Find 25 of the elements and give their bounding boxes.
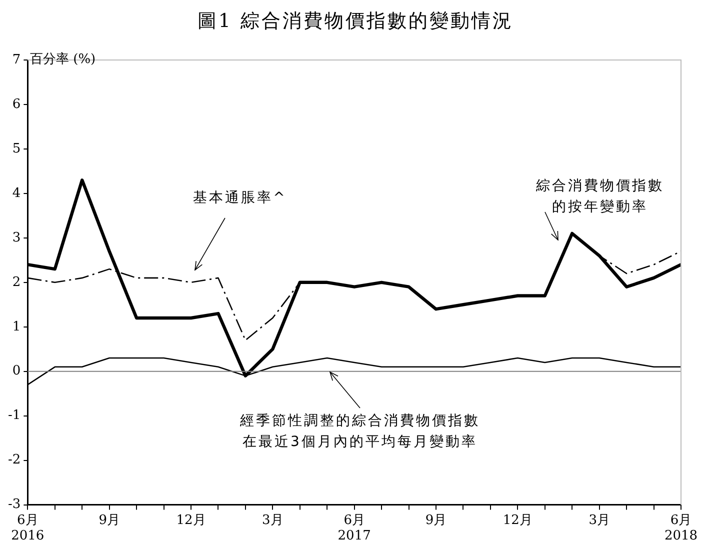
y-tick-label: 3: [12, 230, 21, 246]
x-tick-label: 9月: [425, 512, 447, 528]
x-tick-label: 12月: [502, 512, 532, 528]
x-tick-label: 12月: [176, 512, 206, 528]
chart-title: 圖1 綜合消費物價指數的變動情況: [196, 9, 515, 34]
x-tick-label: 6月 2016: [11, 512, 44, 544]
y-tick-label: 2: [12, 274, 21, 290]
y-tick-label: 1: [12, 319, 21, 334]
x-tick-label: 6月 2018: [664, 512, 698, 544]
y-tick-label: -2: [8, 452, 21, 468]
y-tick-label: -1: [8, 408, 21, 424]
y-tick-label: 4: [12, 186, 21, 201]
x-tick-label: 3月: [262, 512, 284, 528]
y-tick-label: 7: [12, 52, 21, 68]
y-tick-label: -3: [8, 497, 21, 512]
y-axis-title: 百分率 (%): [30, 51, 96, 68]
x-tick-label: 6月 2017: [338, 512, 371, 544]
y-tick-label: 6: [12, 96, 21, 112]
x-tick-label: 3月: [588, 512, 610, 528]
text: 基本通脹率^: [193, 190, 287, 206]
y-tick-label: 5: [12, 141, 21, 156]
y-tick-label: 0: [12, 364, 21, 379]
text: 經季節性調整的綜合消費物價指數在最近3個月內的平均每月變動率: [239, 413, 480, 450]
text: 綜合消費物價指數的按年變動率: [535, 178, 664, 215]
x-tick-label: 9月: [98, 512, 120, 528]
